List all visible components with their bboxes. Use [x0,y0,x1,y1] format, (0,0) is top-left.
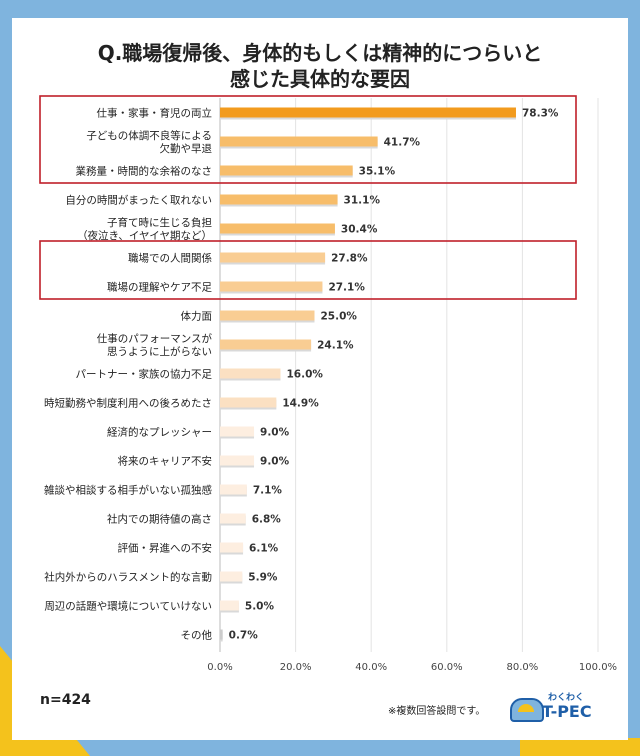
logo-text: T-PEC [542,702,592,721]
bar [220,252,326,263]
bar [220,310,315,321]
value-label: 7.1% [253,485,283,497]
value-label: 31.1% [344,195,381,207]
highlight-box [39,240,577,300]
category-label: パートナー・家族の協力不足 [76,368,213,381]
decor-corner-right [520,738,640,756]
category-label: 社内外からのハラスメント的な言動 [44,571,212,584]
category-label: 子育て時に生じる負担 [107,216,212,229]
category-label: 子どもの体調不良等による [86,129,212,142]
value-label: 16.0% [286,369,323,381]
value-label: 9.0% [260,456,290,468]
bar [220,542,244,553]
value-label: 5.0% [245,601,275,613]
value-label: 41.7% [384,137,421,149]
logo-subtext: わくわく [548,693,585,703]
cloud-icon [510,698,544,722]
bar [220,339,312,350]
category-label: 職場の理解やケア不足 [107,281,212,294]
value-label: 30.4% [341,224,378,236]
category-label: 社内での期待値の高さ [107,513,212,526]
bar [220,368,281,379]
x-tick-label: 100.0% [579,662,617,673]
bar [220,165,353,176]
category-label: その他 [181,629,213,642]
value-label: 27.8% [331,253,368,265]
bar [220,484,247,495]
category-label: 将来のキャリア不安 [118,455,213,468]
x-tick-label: 0.0% [207,662,232,673]
bar [220,281,323,292]
value-label: 6.1% [249,543,279,555]
bar [220,107,516,118]
sample-size-label: n=424 [40,692,91,708]
chart-title: Q.職場復帰後、身体的もしくは精神的につらいと 感じた具体的な要因 [12,40,628,92]
bar [220,223,335,234]
value-label: 35.1% [359,166,396,178]
value-label: 5.9% [248,572,278,584]
bar [220,194,338,205]
value-label: 78.3% [522,108,559,120]
x-tick-label: 60.0% [431,662,463,673]
bar [220,455,255,466]
value-label: 27.1% [328,282,365,294]
category-label: 周辺の話題や環境についていけない [44,600,212,613]
category-label: 仕事・家事・育児の両立 [97,107,213,120]
category-label: 体力面 [181,310,213,323]
value-label: 9.0% [260,427,290,439]
category-label: 時短勤務や制度利用への後ろめたさ [44,397,212,410]
category-label: （夜泣き、イヤイヤ期など） [77,229,212,242]
value-label: 6.8% [252,514,282,526]
value-label: 0.7% [229,630,259,642]
category-label: 経済的なプレッシャー [107,426,212,439]
bar [220,426,255,437]
tpec-logo: わくわく T-PEC [508,690,604,726]
category-label: 欠勤や早退 [160,142,213,155]
bar [220,571,243,582]
value-label: 24.1% [317,340,354,352]
category-label: 評価・昇進への不安 [118,542,213,555]
bar [220,397,277,408]
bar [220,513,246,524]
bar [220,600,239,611]
bar [220,136,378,147]
chart-title-line-1: Q.職場復帰後、身体的もしくは精神的につらいと [97,41,543,65]
bar [220,629,223,640]
x-tick-label: 80.0% [507,662,539,673]
category-label: 業務量・時間的な余裕のなさ [76,165,213,178]
category-label: 思うように上がらない [107,345,212,358]
x-tick-label: 20.0% [280,662,312,673]
value-label: 14.9% [282,398,319,410]
category-label: 仕事のパフォーマンスが [97,332,213,345]
category-label: 自分の時間がまったく取れない [65,194,212,207]
category-label: 職場での人間関係 [128,252,212,265]
category-label: 雑談や相談する相手がいない孤独感 [44,484,212,497]
chart-title-line-2: 感じた具体的な要因 [230,67,410,91]
highlight-box [39,95,577,184]
footnote: ※複数回答設問です。 [388,706,486,717]
value-label: 25.0% [321,311,358,323]
x-tick-label: 40.0% [355,662,387,673]
